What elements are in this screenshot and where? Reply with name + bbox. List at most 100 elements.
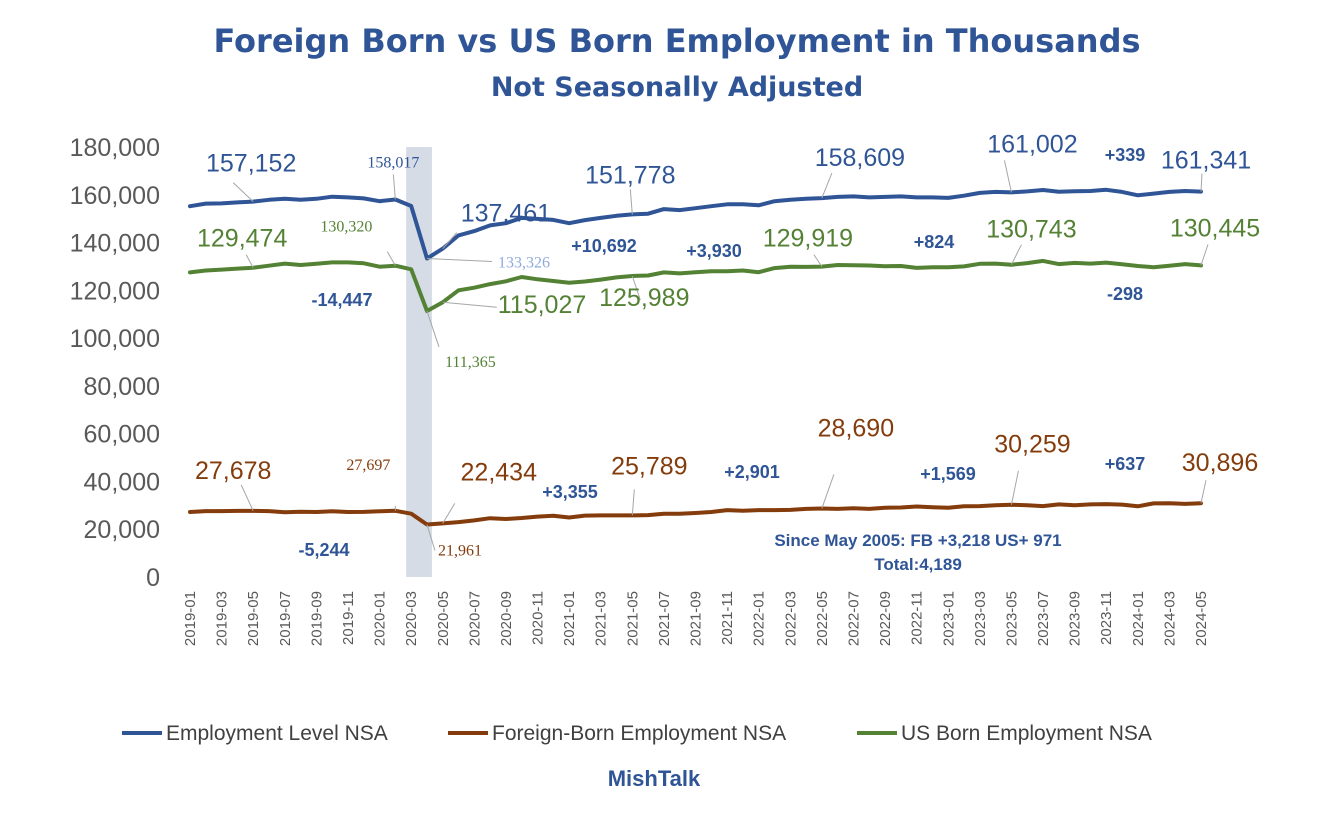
x-tick-label: 2024-01 bbox=[1130, 591, 1147, 646]
x-tick-label: 2019-01 bbox=[182, 591, 199, 646]
leader-line bbox=[1200, 173, 1203, 192]
leader-line bbox=[629, 189, 633, 215]
summary-note: Since May 2005: FB +3,218 US+ 971 Total:4… bbox=[774, 531, 1061, 574]
x-tick-label: 2021-09 bbox=[688, 591, 705, 646]
data-label: 111,365 bbox=[445, 354, 496, 371]
leader-line bbox=[1200, 480, 1207, 504]
y-tick-label: 140,000 bbox=[70, 230, 160, 258]
data-label: 27,697 bbox=[346, 457, 390, 474]
legend-label: Employment Level NSA bbox=[166, 722, 388, 745]
chart-subtitle: Not Seasonally Adjusted bbox=[491, 72, 863, 103]
data-label: 25,789 bbox=[611, 452, 687, 480]
data-label: 22,434 bbox=[461, 458, 538, 486]
x-tick-label: 2023-05 bbox=[1003, 591, 1020, 646]
y-tick-label: 100,000 bbox=[70, 325, 160, 353]
series-lines bbox=[188, 187, 1203, 527]
legend-label: Foreign-Born Employment NSA bbox=[492, 722, 786, 745]
series-line-3 bbox=[188, 258, 1203, 313]
leader-line bbox=[821, 172, 833, 199]
data-label: 28,690 bbox=[818, 414, 894, 442]
leader-line bbox=[1010, 244, 1022, 265]
data-label: 157,152 bbox=[206, 150, 296, 178]
x-tick-label: 2023-09 bbox=[1067, 591, 1084, 646]
leader-line bbox=[232, 182, 254, 202]
x-tick-label: 2021-11 bbox=[719, 591, 736, 645]
change-annotation: +2,901 bbox=[724, 462, 780, 482]
data-labels: 157,152 158,017 137,461 133,326 151,778 158,6… bbox=[195, 130, 1260, 559]
y-tick-label: 80,000 bbox=[84, 373, 160, 401]
label-leader-lines bbox=[232, 160, 1209, 551]
y-tick-label: 20,000 bbox=[84, 516, 160, 544]
data-label: 115,027 bbox=[498, 291, 587, 319]
data-label: 125,989 bbox=[599, 284, 689, 312]
legend-label: US Born Employment NSA bbox=[901, 722, 1152, 745]
leader-line bbox=[426, 524, 436, 551]
leader-line bbox=[426, 310, 440, 348]
change-annotation: -5,244 bbox=[298, 540, 349, 560]
recession-shading-group bbox=[406, 147, 432, 577]
data-label: 151,778 bbox=[585, 161, 675, 189]
change-annotation: +339 bbox=[1105, 145, 1146, 165]
x-tick-label: 2019-09 bbox=[308, 591, 325, 646]
leader-line bbox=[1010, 470, 1019, 505]
x-tick-label: 2020-11 bbox=[530, 591, 547, 645]
note-line: Since May 2005: FB +3,218 US+ 971 bbox=[774, 531, 1061, 550]
data-label: 30,896 bbox=[1182, 449, 1258, 477]
data-label: 158,609 bbox=[815, 144, 905, 172]
x-axis-tick-labels: 2019-01 2019-03 2019-05 2019-07 2019-09 2019-… bbox=[182, 591, 1210, 646]
leader-line bbox=[1200, 244, 1209, 266]
x-tick-label: 2023-07 bbox=[1035, 591, 1052, 646]
x-tick-label: 2024-05 bbox=[1193, 591, 1210, 646]
x-tick-label: 2022-11 bbox=[909, 591, 926, 645]
change-annotation: +3,930 bbox=[686, 241, 742, 261]
data-label: 137,461 bbox=[461, 200, 551, 228]
change-annotation: +10,692 bbox=[571, 236, 637, 256]
x-tick-label: 2019-03 bbox=[214, 591, 231, 646]
x-tick-label: 2021-01 bbox=[561, 591, 578, 646]
leader-line bbox=[245, 254, 254, 268]
note-line: Total:4,189 bbox=[874, 555, 962, 574]
x-tick-label: 2022-07 bbox=[845, 591, 862, 646]
change-annotation: +3,355 bbox=[542, 482, 598, 502]
x-tick-label: 2023-11 bbox=[1098, 591, 1115, 645]
data-label: 161,002 bbox=[987, 130, 1077, 158]
data-label: 129,474 bbox=[197, 225, 287, 253]
data-label: 161,341 bbox=[1161, 147, 1251, 175]
data-label: 130,320 bbox=[320, 219, 372, 236]
x-tick-label: 2022-01 bbox=[751, 591, 768, 646]
leader-line bbox=[442, 301, 497, 308]
y-axis-tick-labels: 0 20,000 40,000 60,000 80,000 100,000 120,000 1… bbox=[70, 134, 160, 592]
x-tick-label: 2019-11 bbox=[340, 591, 357, 645]
brand-label: MishTalk bbox=[608, 766, 701, 791]
x-tick-label: 2023-01 bbox=[940, 591, 957, 646]
leader-line bbox=[442, 503, 456, 524]
chart-title: Foreign Born vs US Born Employment in Th… bbox=[213, 22, 1140, 60]
legend: Employment Level NSA Foreign-Born Employm… bbox=[122, 722, 1152, 745]
leader-line bbox=[392, 174, 396, 200]
leader-line bbox=[1003, 160, 1012, 193]
data-label: 158,017 bbox=[367, 155, 419, 172]
x-tick-label: 2020-09 bbox=[498, 591, 515, 646]
leader-line bbox=[240, 484, 254, 512]
change-annotations: -14,447 +10,692 +3,930 +824 +339 -298 -5,244 +3… bbox=[298, 145, 1145, 560]
data-label: 133,326 bbox=[498, 254, 550, 271]
change-annotation: -298 bbox=[1107, 284, 1143, 304]
y-tick-label: 160,000 bbox=[70, 182, 160, 210]
x-tick-label: 2022-09 bbox=[877, 591, 894, 646]
leader-line bbox=[631, 489, 635, 516]
data-label: 21,961 bbox=[438, 543, 482, 560]
data-label: 129,919 bbox=[763, 225, 853, 253]
x-tick-label: 2020-07 bbox=[466, 591, 483, 646]
change-annotation: +637 bbox=[1105, 454, 1146, 474]
leader-line bbox=[631, 275, 641, 301]
series-line-1 bbox=[188, 187, 1203, 261]
x-tick-label: 2020-01 bbox=[372, 591, 389, 646]
leader-line bbox=[442, 232, 458, 249]
data-label: 27,678 bbox=[195, 457, 271, 485]
leader-line bbox=[813, 254, 823, 267]
leader-line bbox=[386, 251, 396, 266]
x-tick-label: 2021-05 bbox=[624, 591, 641, 646]
change-annotation: +824 bbox=[914, 232, 955, 252]
